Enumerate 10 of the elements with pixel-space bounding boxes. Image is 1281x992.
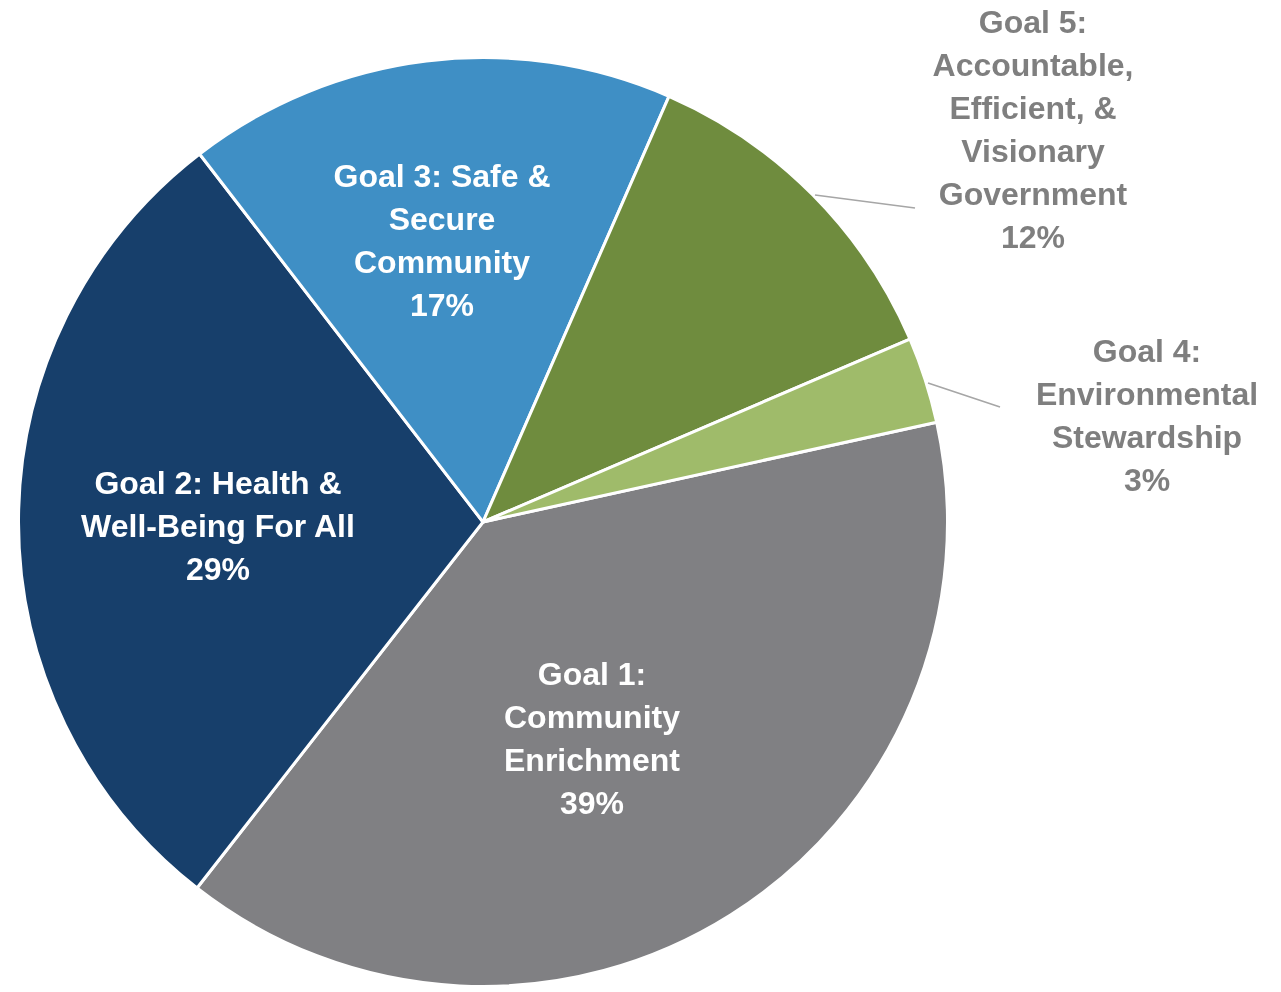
slice-label: Goal 4: Environmental Stewardship	[1035, 332, 1259, 455]
data-label: 17%	[409, 286, 475, 323]
data-label: 39%	[559, 784, 625, 821]
slice-label: Goal 1: Community Enrichment	[503, 655, 681, 778]
data-label: 3%	[1123, 461, 1171, 498]
data-label: 29%	[185, 550, 251, 587]
data-label: 12%	[1000, 218, 1066, 255]
slice-label: Goal 3: Safe & Secure Community	[333, 157, 551, 280]
slice-label: Goal 5: Accountable, Efficient, & Visionary Government	[932, 3, 1134, 212]
slice-label: Goal 2: Health & Well-Being For All	[81, 464, 355, 544]
